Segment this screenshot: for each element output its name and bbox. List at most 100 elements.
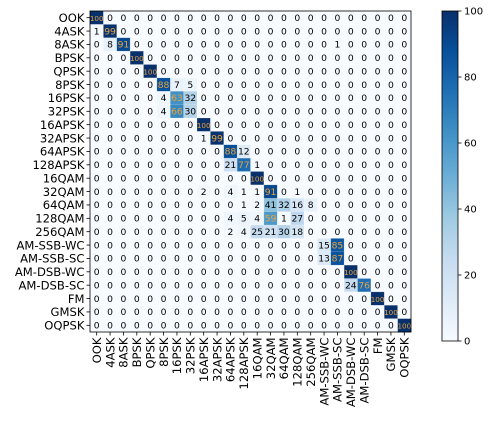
heatmap-cell: [384, 211, 398, 226]
heatmap-cell: [317, 37, 332, 52]
heatmap-cell: [130, 11, 144, 25]
heatmap-cell-value: 0: [388, 93, 394, 104]
heatmap-cell: [330, 225, 345, 239]
heatmap-cell-value: 0: [348, 160, 354, 171]
heatmap-cell: [344, 278, 358, 293]
heatmap-cell: [370, 64, 385, 79]
heatmap-cell: [197, 265, 211, 279]
heatmap-cell: [304, 158, 318, 172]
heatmap-cell-value: 0: [268, 120, 274, 131]
y-tick-label: AM-DSB-SC: [19, 278, 85, 292]
heatmap-cell-value: 0: [281, 107, 287, 118]
heatmap-cell-value: 0: [361, 254, 367, 265]
heatmap-cell-value: 0: [134, 40, 140, 51]
heatmap-cell-value: 0: [281, 321, 287, 332]
heatmap-cell-value: 0: [335, 187, 341, 198]
heatmap-cell-value: 0: [375, 133, 381, 144]
heatmap-cell-value: 0: [94, 40, 100, 51]
heatmap-cell-value: 0: [241, 93, 247, 104]
heatmap-cell-value: 0: [321, 267, 327, 278]
heatmap-cell: [116, 77, 131, 92]
heatmap-cell: [143, 184, 158, 199]
y-tick-label: GMSK: [51, 305, 85, 319]
heatmap-cell-value: 0: [375, 80, 381, 91]
heatmap-cell: [90, 265, 104, 279]
heatmap-cell: [263, 77, 278, 92]
heatmap-cell: [116, 144, 131, 159]
heatmap-cell-value: 0: [375, 53, 381, 64]
heatmap-cell-value: 0: [134, 80, 140, 91]
heatmap-cell: [223, 77, 238, 92]
heatmap-cell: [317, 24, 332, 39]
heatmap-cell: [223, 198, 238, 212]
heatmap-cell: [397, 238, 412, 253]
heatmap-cell-value: 0: [294, 80, 300, 91]
heatmap-cell-value: 0: [348, 40, 354, 51]
heatmap-cell: [90, 318, 104, 333]
heatmap-cell-value: 0: [348, 240, 354, 251]
heatmap-cell-value: 0: [187, 214, 193, 225]
heatmap-cell-value: 0: [348, 321, 354, 332]
heatmap-cell: [170, 265, 184, 279]
heatmap-cell: [210, 51, 225, 65]
y-tick-label: 8PSK: [55, 78, 85, 92]
heatmap-cell-value: 0: [121, 13, 127, 24]
heatmap-cell: [90, 291, 104, 306]
heatmap-cell: [317, 291, 332, 306]
heatmap-cell-value: 0: [375, 254, 381, 265]
heatmap-cell: [170, 104, 184, 119]
heatmap-cell: [317, 211, 332, 226]
heatmap-cell: [370, 211, 385, 226]
heatmap-cell-value: 0: [228, 120, 234, 131]
heatmap-cell-value: 0: [228, 321, 234, 332]
heatmap-cell: [277, 184, 291, 199]
heatmap-cell: [250, 131, 265, 146]
heatmap-cell: [130, 91, 144, 105]
heatmap-cell: [304, 77, 318, 92]
heatmap-cell: [237, 158, 251, 172]
heatmap-cell-value: 0: [294, 13, 300, 24]
heatmap-cell-value: 0: [187, 240, 193, 251]
heatmap-cell: [143, 211, 158, 226]
heatmap-cell: [183, 318, 198, 333]
heatmap-cell-value: 0: [254, 267, 260, 278]
heatmap-cell: [277, 37, 291, 52]
heatmap-cell: [384, 184, 398, 199]
heatmap-cell-value: 0: [201, 280, 207, 291]
heatmap-cell-value: 0: [161, 254, 167, 265]
heatmap-cell-value: 0: [134, 307, 140, 318]
heatmap-cell-value: 0: [201, 200, 207, 211]
heatmap-cell-value: 0: [187, 160, 193, 171]
heatmap-cell: [90, 305, 104, 319]
heatmap-cell: [90, 171, 104, 186]
heatmap-cell: [370, 131, 385, 146]
heatmap-cell: [384, 171, 398, 186]
y-tick-label: FM: [68, 292, 85, 306]
heatmap-cell-value: 0: [174, 26, 180, 37]
heatmap-cell-value: 0: [321, 294, 327, 305]
y-tick-label: 128QAM: [35, 212, 84, 226]
heatmap-cell: [357, 238, 372, 253]
heatmap-cell-value: 0: [281, 267, 287, 278]
heatmap-cell: [90, 278, 104, 293]
heatmap-cell-value: 0: [241, 40, 247, 51]
heatmap-cell-value: 0: [147, 80, 153, 91]
heatmap-cell: [90, 211, 104, 226]
heatmap-cell: [290, 144, 305, 159]
heatmap-cell-value: 0: [308, 80, 314, 91]
heatmap-cell: [223, 118, 238, 132]
heatmap-cell-value: 0: [401, 187, 407, 198]
heatmap-cell: [210, 251, 225, 266]
heatmap-cell-value: 0: [107, 307, 113, 318]
heatmap-cell: [317, 158, 332, 172]
heatmap-cell-value: 0: [254, 240, 260, 251]
heatmap-cell-value: 0: [187, 280, 193, 291]
heatmap-cell: [197, 11, 211, 25]
heatmap-cell-value: 1: [201, 133, 207, 144]
heatmap-cell: [277, 251, 291, 266]
heatmap-cell: [384, 118, 398, 132]
heatmap-cell: [330, 104, 345, 119]
heatmap-cell-value: 0: [187, 307, 193, 318]
heatmap-cell-value: 0: [321, 13, 327, 24]
heatmap-cell: [330, 144, 345, 159]
